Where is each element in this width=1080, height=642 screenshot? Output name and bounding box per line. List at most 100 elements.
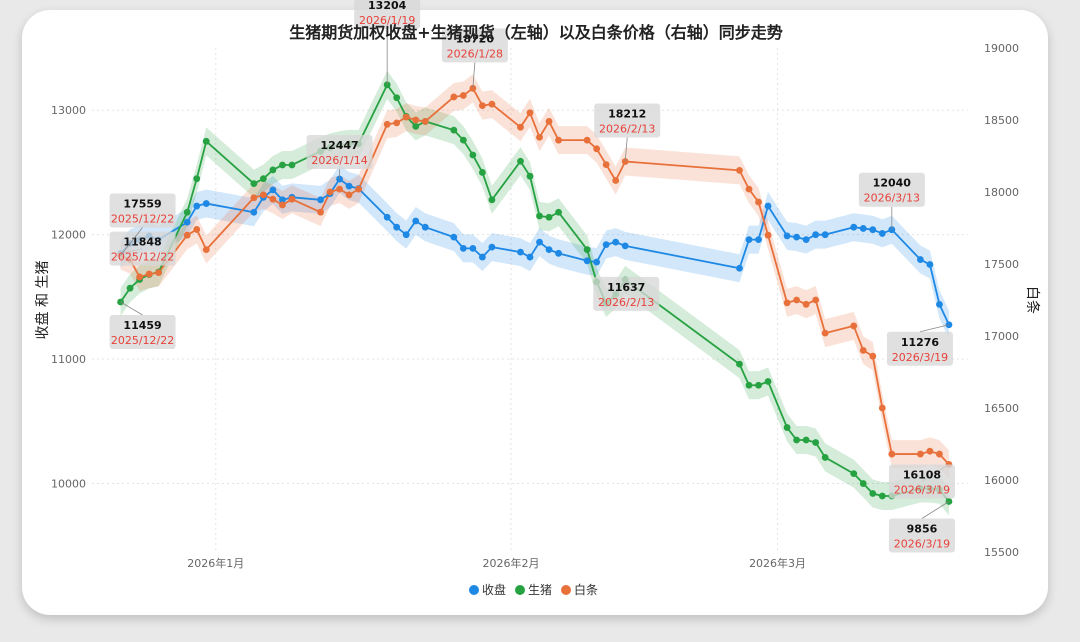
data-point bbox=[193, 175, 201, 183]
data-point bbox=[916, 256, 924, 263]
data-point bbox=[621, 158, 629, 165]
annotation-value: 16108 bbox=[903, 468, 941, 481]
data-point bbox=[383, 120, 391, 128]
series-band-2 bbox=[120, 74, 949, 479]
data-point bbox=[488, 243, 496, 251]
annotation-date: 2025/12/22 bbox=[111, 334, 174, 347]
data-point bbox=[888, 450, 896, 458]
annotation-box bbox=[109, 231, 176, 266]
annotation-date: 2026/2/13 bbox=[599, 122, 655, 135]
x-tick-label: 2026年1月 bbox=[187, 556, 244, 570]
data-point bbox=[936, 300, 943, 308]
data-point bbox=[869, 226, 877, 234]
data-point bbox=[317, 196, 324, 204]
data-point bbox=[764, 378, 772, 385]
data-point bbox=[745, 185, 753, 193]
data-point bbox=[583, 246, 591, 254]
data-point bbox=[517, 157, 524, 165]
data-point bbox=[555, 136, 562, 144]
data-point bbox=[517, 248, 524, 256]
data-point bbox=[755, 198, 762, 206]
data-point bbox=[136, 273, 144, 281]
y-right-tick-label: 17000 bbox=[984, 330, 1019, 343]
data-point bbox=[926, 261, 934, 268]
data-point bbox=[593, 258, 601, 266]
annotation-callout: 11637 2026/2/13 bbox=[593, 276, 660, 311]
data-point bbox=[478, 169, 486, 176]
data-point bbox=[745, 236, 753, 244]
data-point bbox=[621, 242, 629, 250]
annotation-callout: 11848 2025/12/22 bbox=[109, 231, 176, 266]
data-point bbox=[764, 231, 772, 239]
data-point bbox=[459, 244, 467, 252]
data-point bbox=[345, 191, 353, 199]
legend-label-2: 白条 bbox=[574, 582, 598, 597]
data-point bbox=[202, 200, 210, 207]
data-point bbox=[583, 257, 591, 265]
data-point bbox=[878, 404, 886, 412]
y-axis-right-title: 白条 bbox=[1024, 286, 1041, 314]
data-point bbox=[355, 185, 363, 193]
annotation-box bbox=[594, 103, 661, 138]
data-point bbox=[783, 232, 791, 240]
data-point bbox=[250, 194, 258, 202]
y-axis-left-title: 收盘 和 生猪 bbox=[34, 261, 51, 340]
annotation-date: 2026/2/13 bbox=[598, 296, 654, 309]
data-point bbox=[793, 436, 801, 444]
legend: 收盘 生猪 白条 bbox=[469, 582, 598, 597]
data-point bbox=[859, 347, 867, 354]
data-point bbox=[450, 126, 458, 134]
annotation-box bbox=[109, 193, 176, 228]
data-point bbox=[878, 230, 886, 237]
data-point bbox=[859, 225, 867, 232]
data-point bbox=[269, 186, 277, 194]
annotation-box bbox=[888, 518, 955, 553]
annotation-value: 12447 bbox=[320, 139, 358, 152]
annotation-box bbox=[354, 0, 421, 29]
data-point bbox=[612, 177, 620, 184]
annotation-value: 13204 bbox=[368, 0, 407, 12]
data-point bbox=[736, 360, 743, 368]
annotation-callout: 17559 2025/12/22 bbox=[109, 193, 176, 256]
series-band-0 bbox=[120, 165, 949, 339]
legend-marker-2 bbox=[561, 585, 571, 595]
annotation-date: 2026/1/28 bbox=[447, 47, 503, 60]
data-point bbox=[783, 299, 791, 307]
data-point bbox=[488, 196, 496, 204]
y-right-tick-label: 16500 bbox=[984, 402, 1019, 415]
data-point bbox=[393, 223, 401, 231]
line-layer bbox=[119, 83, 950, 503]
annotation-value: 11848 bbox=[123, 236, 161, 249]
annotation-box bbox=[888, 464, 955, 499]
annotation-callout: 18212 2026/2/13 bbox=[594, 103, 661, 162]
data-point bbox=[878, 492, 886, 500]
annotation-layer: 11848 2025/12/22 17559 2025/12/22 11459 2025/… bbox=[109, 0, 955, 553]
data-point bbox=[336, 185, 343, 193]
legend-label-1: 生猪 bbox=[528, 583, 552, 597]
data-point bbox=[783, 424, 791, 431]
data-point bbox=[155, 269, 163, 277]
data-point bbox=[555, 249, 562, 257]
band-layer bbox=[120, 70, 949, 516]
data-point bbox=[755, 381, 762, 389]
data-point bbox=[317, 208, 324, 216]
annotation-date: 2026/3/19 bbox=[894, 483, 950, 496]
annotation-date: 2026/3/19 bbox=[892, 351, 948, 364]
data-point bbox=[202, 137, 210, 145]
annotation-box bbox=[109, 314, 176, 349]
chart-title: 生猪期货加权收盘+生猪现货（左轴）以及白条价格（右轴）同步走势 bbox=[289, 23, 782, 42]
annotation-box bbox=[306, 135, 373, 170]
data-point bbox=[183, 231, 191, 239]
data-point bbox=[488, 100, 496, 108]
data-point bbox=[869, 490, 877, 497]
annotation-value: 12040 bbox=[873, 177, 912, 190]
series-line-1 bbox=[119, 83, 950, 503]
data-point bbox=[821, 329, 829, 337]
data-point bbox=[412, 116, 420, 124]
data-point bbox=[888, 226, 896, 234]
annotation-date: 2025/12/22 bbox=[111, 213, 174, 226]
annotation-value: 18212 bbox=[608, 107, 646, 120]
data-point bbox=[764, 202, 772, 210]
data-point bbox=[459, 136, 467, 144]
data-point bbox=[421, 118, 429, 125]
